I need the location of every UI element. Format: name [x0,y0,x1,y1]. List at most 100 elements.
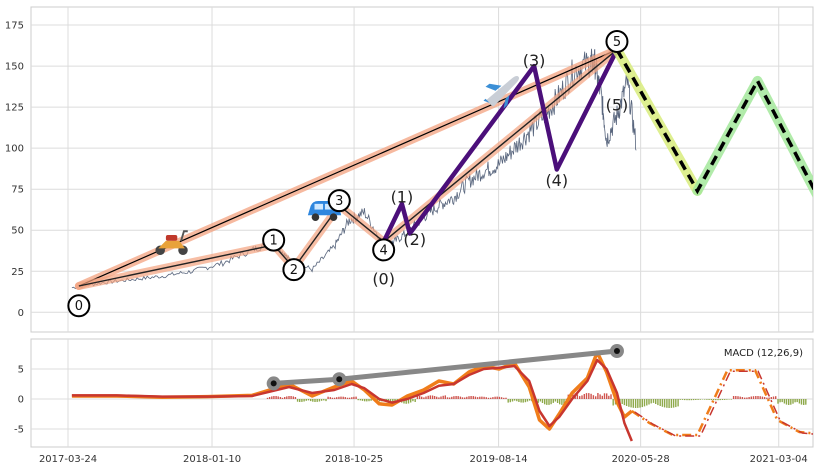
wave-label-circle [282,258,306,282]
macd-histogram-bar [344,397,346,399]
macd-histogram-bar [675,399,677,408]
macd-histogram-bar [637,399,639,408]
macd-histogram-bar [353,396,355,399]
macd-histogram-bar [444,395,446,399]
wave-label-circle [262,228,286,252]
macd-histogram-bar [730,399,732,400]
macd-histogram-bar [421,396,423,399]
macd-histogram-bar [310,399,312,402]
macd-histogram-bar [561,399,563,405]
macd-histogram-bar [796,399,798,403]
macd-histogram-bar [677,399,679,407]
macd-histogram-bar [794,399,796,403]
macd-histogram-bar [655,399,657,404]
macd-histogram-bar [788,399,790,405]
macd-histogram-bar [355,396,357,399]
macd-legend: MACD (12,26,9) [724,348,803,359]
price-plot-area [71,44,813,290]
macd-histogram-bar [663,399,666,408]
sub-wave-label: (1) [391,187,414,206]
macd-histogram-bar [507,399,509,403]
macd-histogram-bar [331,397,334,399]
macd-histogram-bar [781,399,783,403]
macd-histogram-bar [472,396,474,399]
wave-label-0: 0 [75,299,83,314]
macd-histogram-bar [503,397,505,399]
macd-histogram-bar [296,399,299,402]
macd-histogram-bar [303,399,305,402]
macd-histogram-bar [470,396,472,399]
wave-label-circle [372,238,396,262]
macd-histogram-bar [459,396,462,399]
macd-histogram-bar [466,396,468,399]
macd-histogram-bar [772,396,775,399]
macd-histogram-bar [433,396,436,399]
macd-histogram-bar [550,399,552,405]
macd-histogram-bar [708,399,710,400]
macd-histogram-bar [436,396,438,399]
macd-y-tick-label: -5 [14,425,24,436]
macd-histogram-bar [279,397,282,399]
macd-histogram-bar [513,399,516,401]
macd-histogram-bar [634,399,637,408]
macd-histogram-bar [288,396,290,399]
macd-histogram-bar [684,399,686,401]
macd-histogram-bar [759,396,761,399]
sub-wave-label: (0) [372,269,395,288]
macd-histogram-bar [690,399,693,401]
macd-histogram-bar [410,399,412,403]
price-grid [31,7,813,332]
macd-histogram-bar [666,399,668,408]
macd-histogram-bar [559,399,561,405]
macd-histogram-bar [597,393,599,399]
macd-histogram-bar [370,399,372,401]
signal-line [71,358,633,442]
macd-histogram-bar [732,396,735,399]
macd-histogram-bar [526,399,529,402]
macd-histogram-bar [271,396,273,399]
macd-histogram-bar [416,395,419,399]
macd-histogram-bar [346,397,349,399]
macd-histogram-bar [785,399,788,405]
macd-histogram-bar [621,399,623,404]
macd-histogram-bar [710,399,713,401]
macd-histogram-bar [342,396,344,399]
macd-histogram-bar [414,399,416,402]
macd-histogram-bar [476,397,479,399]
x-tick-label: 2018-01-10 [183,454,241,465]
price-y-tick-label: 25 [11,267,24,278]
macd-histogram-bar [284,397,286,399]
macd-y-tick-label: 0 [18,395,24,406]
macd-histogram-bar [583,394,585,399]
macd-histogram-bar [595,396,597,399]
macd-histogram-bar [485,397,487,399]
price-y-tick-label: 175 [5,21,24,32]
macd-histogram-bar [464,397,466,399]
macd-histogram-bar [481,396,483,399]
macd-histogram-bar [451,396,453,399]
x-tick-label: 2021-03-04 [750,454,808,465]
macd-histogram-bar [418,396,421,399]
macd-histogram-bar [361,399,364,401]
macd-histogram-bar [468,396,470,399]
macd-histogram-bar [548,399,550,405]
price-y-tick-label: 100 [5,144,24,155]
macd-histogram-bar [427,395,429,399]
macd-histogram-bar [748,397,750,399]
macd-histogram-bar [487,397,490,399]
macd-histogram-bar [639,399,641,408]
macd-histogram-bar [320,399,323,401]
macd-histogram-bar [750,396,752,399]
wave-label-2: 2 [290,263,298,278]
macd-histogram-bar [307,399,310,401]
wave-label-circle [605,29,629,53]
macd-histogram-bar [652,399,655,403]
macd-histogram-bar [338,396,340,399]
macd-histogram-bar [770,397,772,399]
macd-histogram-bar [500,397,503,399]
macd-histogram-bar [581,395,583,399]
macd-histogram-bar [312,399,314,402]
macd-histogram-bar [670,399,673,408]
macd-histogram-bar [266,397,269,399]
macd-histogram-bar [518,399,520,402]
